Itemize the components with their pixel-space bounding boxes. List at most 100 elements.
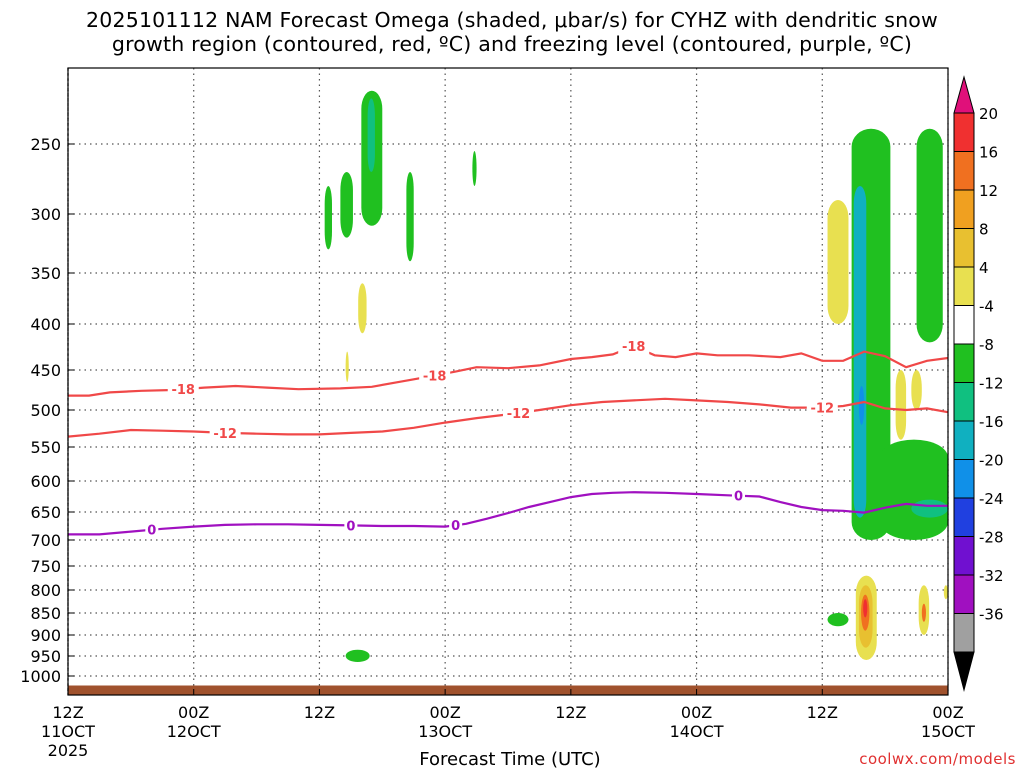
y-tick-label-300: 300 bbox=[30, 205, 61, 224]
contour-label-bg-2-1 bbox=[344, 517, 358, 534]
omega-region-9 bbox=[827, 200, 849, 324]
x-tick-label-36: 00Z bbox=[429, 703, 460, 722]
omega-region-14 bbox=[879, 439, 948, 540]
plot-background bbox=[68, 68, 948, 695]
colorbar-swatch-9 bbox=[953, 459, 975, 499]
colorbar-swatch-2 bbox=[953, 189, 975, 229]
plot-area bbox=[68, 68, 948, 695]
colorbar-swatch-1 bbox=[953, 151, 975, 191]
y-tick-label-250: 250 bbox=[30, 135, 61, 154]
x-tick-date-36: 13OCT bbox=[418, 722, 472, 741]
colorbar-label-7: -12 bbox=[979, 375, 1004, 393]
x-axis-label: Forecast Time (UTC) bbox=[419, 749, 600, 768]
colorbar-label-5: -4 bbox=[979, 298, 994, 316]
y-tick-label-950: 950 bbox=[30, 647, 61, 666]
omega-region-3 bbox=[367, 98, 375, 172]
colorbar-label-4: 4 bbox=[979, 259, 989, 277]
contour-label-1-2: -12 bbox=[811, 402, 835, 417]
contour-lines: -18 -18 -18 -12 -12 -12 0 0 0 0 bbox=[67, 338, 949, 539]
colorbar-label-3: 8 bbox=[979, 221, 989, 239]
contour-label-1-0: -12 bbox=[213, 427, 237, 442]
omega-region-18 bbox=[827, 613, 849, 627]
y-tick-label-750: 750 bbox=[30, 557, 61, 576]
plot-border bbox=[67, 67, 949, 696]
y-tick-label-700: 700 bbox=[30, 531, 61, 550]
colorbar-swatch-3 bbox=[953, 228, 975, 268]
x-tick-label-48: 12Z bbox=[555, 703, 586, 722]
colorbar-label-12: -32 bbox=[979, 567, 1004, 585]
contour-label-bg-1-0 bbox=[209, 424, 241, 441]
colorbar-label-0: 20 bbox=[979, 105, 998, 123]
y-tick-label-650: 650 bbox=[30, 503, 61, 522]
contour-label-2-2: 0 bbox=[451, 519, 460, 534]
contour-label-bg-2-0 bbox=[145, 521, 159, 538]
omega-region-12 bbox=[858, 386, 865, 425]
x-tick-year-0: 2025 bbox=[48, 741, 89, 760]
y-tick-label-350: 350 bbox=[30, 264, 61, 283]
omega-region-11 bbox=[853, 186, 867, 518]
contour-label-2-0: 0 bbox=[147, 524, 156, 539]
omega-region-25 bbox=[943, 585, 948, 600]
colorbar: 20 16 12 8 4 -4 -8 -12 -16 -20 -24 -28 -32 -36 bbox=[953, 75, 1004, 692]
colorbar-label-1: 16 bbox=[979, 144, 998, 162]
colorbar-swatch-7 bbox=[953, 382, 975, 422]
omega-region-16 bbox=[895, 370, 907, 440]
x-tick-label-72: 12Z bbox=[807, 703, 838, 722]
contour-label-bg-1-2 bbox=[806, 399, 838, 416]
contour-label-1-1: -12 bbox=[507, 407, 531, 422]
grid-lines bbox=[67, 68, 949, 695]
colorbar-swatch-4 bbox=[953, 266, 975, 306]
omega-region-6 bbox=[358, 283, 367, 334]
colorbar-label-9: -20 bbox=[979, 452, 1004, 470]
omega-region-13 bbox=[916, 128, 943, 343]
x-tick-label-24: 12Z bbox=[304, 703, 335, 722]
contour-label-bg-0-2 bbox=[618, 338, 650, 355]
colorbar-swatch-10 bbox=[953, 497, 975, 537]
contour-label-bg-0-1 bbox=[419, 367, 451, 384]
colorbar-swatch-0 bbox=[953, 112, 975, 152]
x-tick-date-12: 12OCT bbox=[167, 722, 221, 741]
y-tick-label-450: 450 bbox=[30, 361, 61, 380]
omega-region-8 bbox=[345, 649, 370, 662]
y-tick-label-850: 850 bbox=[30, 604, 61, 623]
credit-text: coolwx.com/models bbox=[859, 750, 1016, 768]
contour-label-2-1: 0 bbox=[346, 519, 355, 534]
y-tick-label-1000: 1000 bbox=[20, 667, 61, 686]
omega-region-1 bbox=[340, 172, 353, 238]
contour-label-0-1: -18 bbox=[423, 370, 447, 385]
x-tick-date-0: 11OCT bbox=[41, 722, 95, 741]
omega-region-5 bbox=[472, 151, 477, 186]
colorbar-label-10: -24 bbox=[979, 490, 1004, 508]
x-tick-date-84: 15OCT bbox=[921, 722, 975, 741]
title-line-1: 2025101112 NAM Forecast Omega (shaded, μ… bbox=[85, 8, 939, 32]
x-tick-label-60: 00Z bbox=[681, 703, 712, 722]
contour-label-0-0: -18 bbox=[171, 383, 195, 398]
colorbar-label-8: -16 bbox=[979, 413, 1004, 431]
omega-region-17 bbox=[911, 370, 922, 410]
ground-surface bbox=[68, 685, 948, 695]
colorbar-swatch-5 bbox=[953, 305, 975, 345]
colorbar-label-6: -8 bbox=[979, 336, 994, 354]
y-tick-label-800: 800 bbox=[30, 581, 61, 600]
colorbar-swatch-13 bbox=[953, 613, 975, 653]
contour-label-bg-2-3 bbox=[731, 487, 745, 504]
omega-region-0 bbox=[324, 186, 332, 250]
omega-region-24 bbox=[921, 603, 926, 622]
contour-label-bg-2-2 bbox=[449, 517, 463, 534]
colorbar-swatch-11 bbox=[953, 536, 975, 576]
contour-label-2-3: 0 bbox=[734, 490, 743, 505]
omega-region-22 bbox=[863, 599, 868, 618]
x-tick-label-0: 12Z bbox=[52, 703, 83, 722]
contour-label-bg-1-1 bbox=[502, 404, 534, 421]
colorbar-label-13: -36 bbox=[979, 606, 1004, 624]
colorbar-swatch-12 bbox=[953, 574, 975, 614]
y-tick-label-900: 900 bbox=[30, 626, 61, 645]
omega-region-4 bbox=[406, 172, 414, 262]
omega-region-15 bbox=[911, 499, 948, 518]
y-axis-ticks: 250 300 350 400 450 500 550 600 650 700 750 800 850 9… bbox=[20, 135, 74, 686]
colorbar-bottom-arrow bbox=[953, 651, 975, 692]
y-tick-label-500: 500 bbox=[30, 401, 61, 420]
x-tick-date-60: 14OCT bbox=[670, 722, 724, 741]
y-tick-label-550: 550 bbox=[30, 438, 61, 457]
